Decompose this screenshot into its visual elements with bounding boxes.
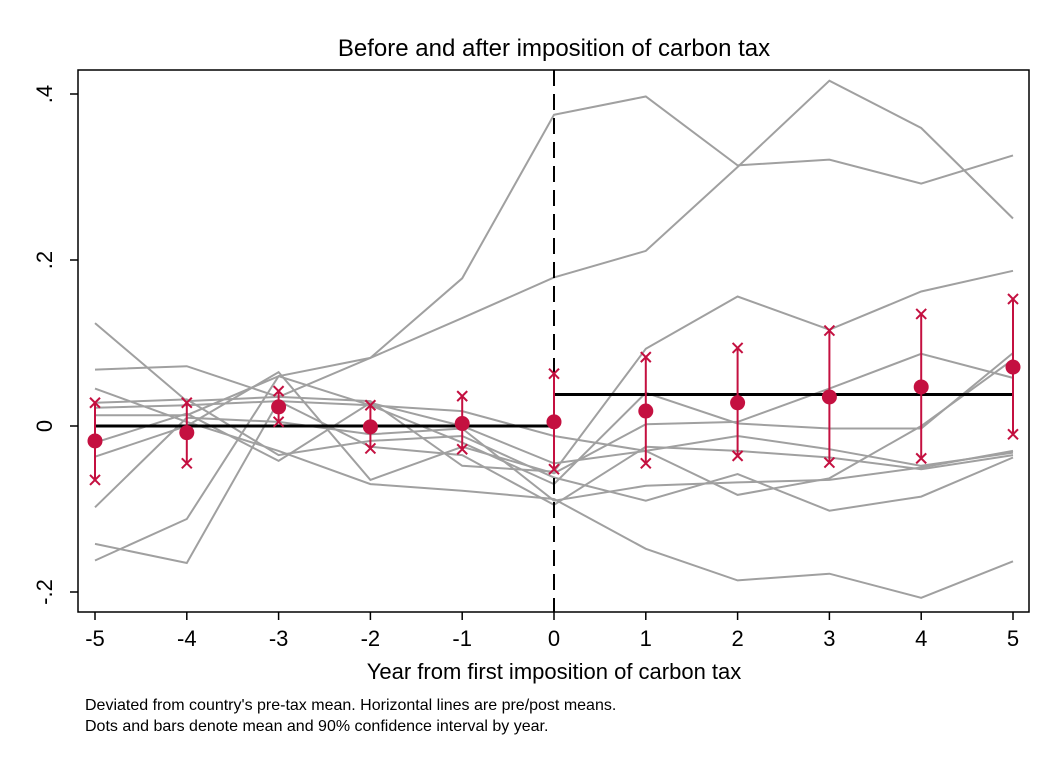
ci-high-cap--4 xyxy=(181,397,193,409)
y-tick-label: 0 xyxy=(32,420,57,432)
ci-high-cap--1 xyxy=(456,390,468,402)
period-mean-group xyxy=(95,392,1013,428)
y-axis: -.2 0 .2 .4 xyxy=(32,85,78,605)
country-line-4 xyxy=(94,352,1014,482)
ci-high-cap-0 xyxy=(548,368,560,380)
footnote-line-2: Dots and bars denote mean and 90% confid… xyxy=(85,718,549,735)
country-line-8 xyxy=(94,387,1014,599)
chart-title: Before and after imposition of carbon ta… xyxy=(338,35,770,62)
ci-low-cap-4 xyxy=(915,452,927,465)
y-tick-label: .2 xyxy=(32,251,57,269)
footnote-line-1: Deviated from country's pre-tax mean. Ho… xyxy=(85,697,617,714)
mean-dot--4 xyxy=(179,425,195,441)
ci-low-cap-3 xyxy=(823,456,836,469)
ci-low-cap--5 xyxy=(89,474,101,486)
country-series-group xyxy=(94,79,1014,599)
cap-stroke xyxy=(640,351,652,363)
x-tick-label: 2 xyxy=(731,626,743,651)
x-tick-label: -5 xyxy=(85,626,105,651)
x-tick-label: -2 xyxy=(361,626,381,651)
country-line-7 xyxy=(94,416,1014,509)
cap-stroke xyxy=(731,342,744,354)
x-tick-label: -3 xyxy=(269,626,289,651)
mean-dot--3 xyxy=(271,399,287,415)
cap-stroke xyxy=(456,443,468,455)
cap-stroke xyxy=(1007,428,1019,441)
mean-dot--1 xyxy=(454,416,470,432)
ci-low-cap--2 xyxy=(364,442,377,455)
mean-dot--5 xyxy=(87,433,103,449)
cap-stroke xyxy=(823,456,836,469)
x-axis-title: Year from first imposition of carbon tax xyxy=(367,659,742,684)
ci-low-cap--3 xyxy=(272,416,285,428)
x-tick-label: 5 xyxy=(1007,626,1019,651)
mean-dot-0 xyxy=(546,414,562,430)
cap-stroke xyxy=(364,399,377,411)
cap-stroke xyxy=(272,416,285,428)
country-line-9 xyxy=(94,398,1014,512)
cap-stroke xyxy=(915,308,927,320)
ci-low-cap--1 xyxy=(456,443,468,455)
x-axis: -5 -4 -3 -2 -1 0 1 2 3 4 5 xyxy=(85,612,1019,651)
cap-stroke xyxy=(89,397,101,409)
cap-stroke xyxy=(1007,293,1019,305)
cap-stroke xyxy=(181,397,193,409)
cap-stroke xyxy=(89,474,101,486)
mean-dot-5 xyxy=(1005,359,1021,375)
country-line-3 xyxy=(94,269,1014,473)
cap-stroke xyxy=(456,390,468,402)
x-tick-label: 1 xyxy=(640,626,652,651)
ci-low-cap-2 xyxy=(731,450,744,462)
ci-high-cap-2 xyxy=(731,342,744,354)
x-tick-label: 0 xyxy=(548,626,560,651)
cap-stroke xyxy=(181,457,193,470)
y-tick-label: .4 xyxy=(32,85,57,103)
ci-low-cap-5 xyxy=(1007,428,1019,441)
ci-high-cap--3 xyxy=(272,385,285,397)
mean-dot-3 xyxy=(821,389,837,405)
cap-stroke xyxy=(640,457,652,470)
cap-stroke xyxy=(823,324,836,337)
y-tick-label: -.2 xyxy=(32,579,57,605)
x-tick-label: 3 xyxy=(823,626,835,651)
ci-high-cap-5 xyxy=(1007,293,1019,305)
chart: Before and after imposition of carbon ta… xyxy=(32,35,1030,684)
ci-low-cap-1 xyxy=(640,457,652,470)
ci-high-cap--2 xyxy=(364,399,377,411)
ci-low-cap-0 xyxy=(548,463,560,475)
mean-dot-4 xyxy=(913,379,929,395)
country-line-1 xyxy=(94,95,1014,398)
cap-stroke xyxy=(364,442,377,455)
cap-stroke xyxy=(548,463,560,475)
ci-low-cap--4 xyxy=(181,457,193,470)
ci-high-cap-4 xyxy=(915,308,927,320)
ci-high-cap-3 xyxy=(823,324,836,337)
cap-stroke xyxy=(272,385,285,397)
mean-dot--2 xyxy=(362,419,378,435)
cap-stroke xyxy=(915,452,927,465)
x-tick-label: 4 xyxy=(915,626,927,651)
ci-high-cap-1 xyxy=(640,351,652,363)
x-tick-label: -1 xyxy=(452,626,472,651)
mean-dot-1 xyxy=(638,403,654,419)
x-tick-label: -4 xyxy=(177,626,197,651)
cap-stroke xyxy=(731,450,744,462)
yearly-mean-group xyxy=(87,293,1021,486)
cap-stroke xyxy=(548,368,560,380)
ci-high-cap--5 xyxy=(89,397,101,409)
mean-dot-2 xyxy=(730,395,746,411)
